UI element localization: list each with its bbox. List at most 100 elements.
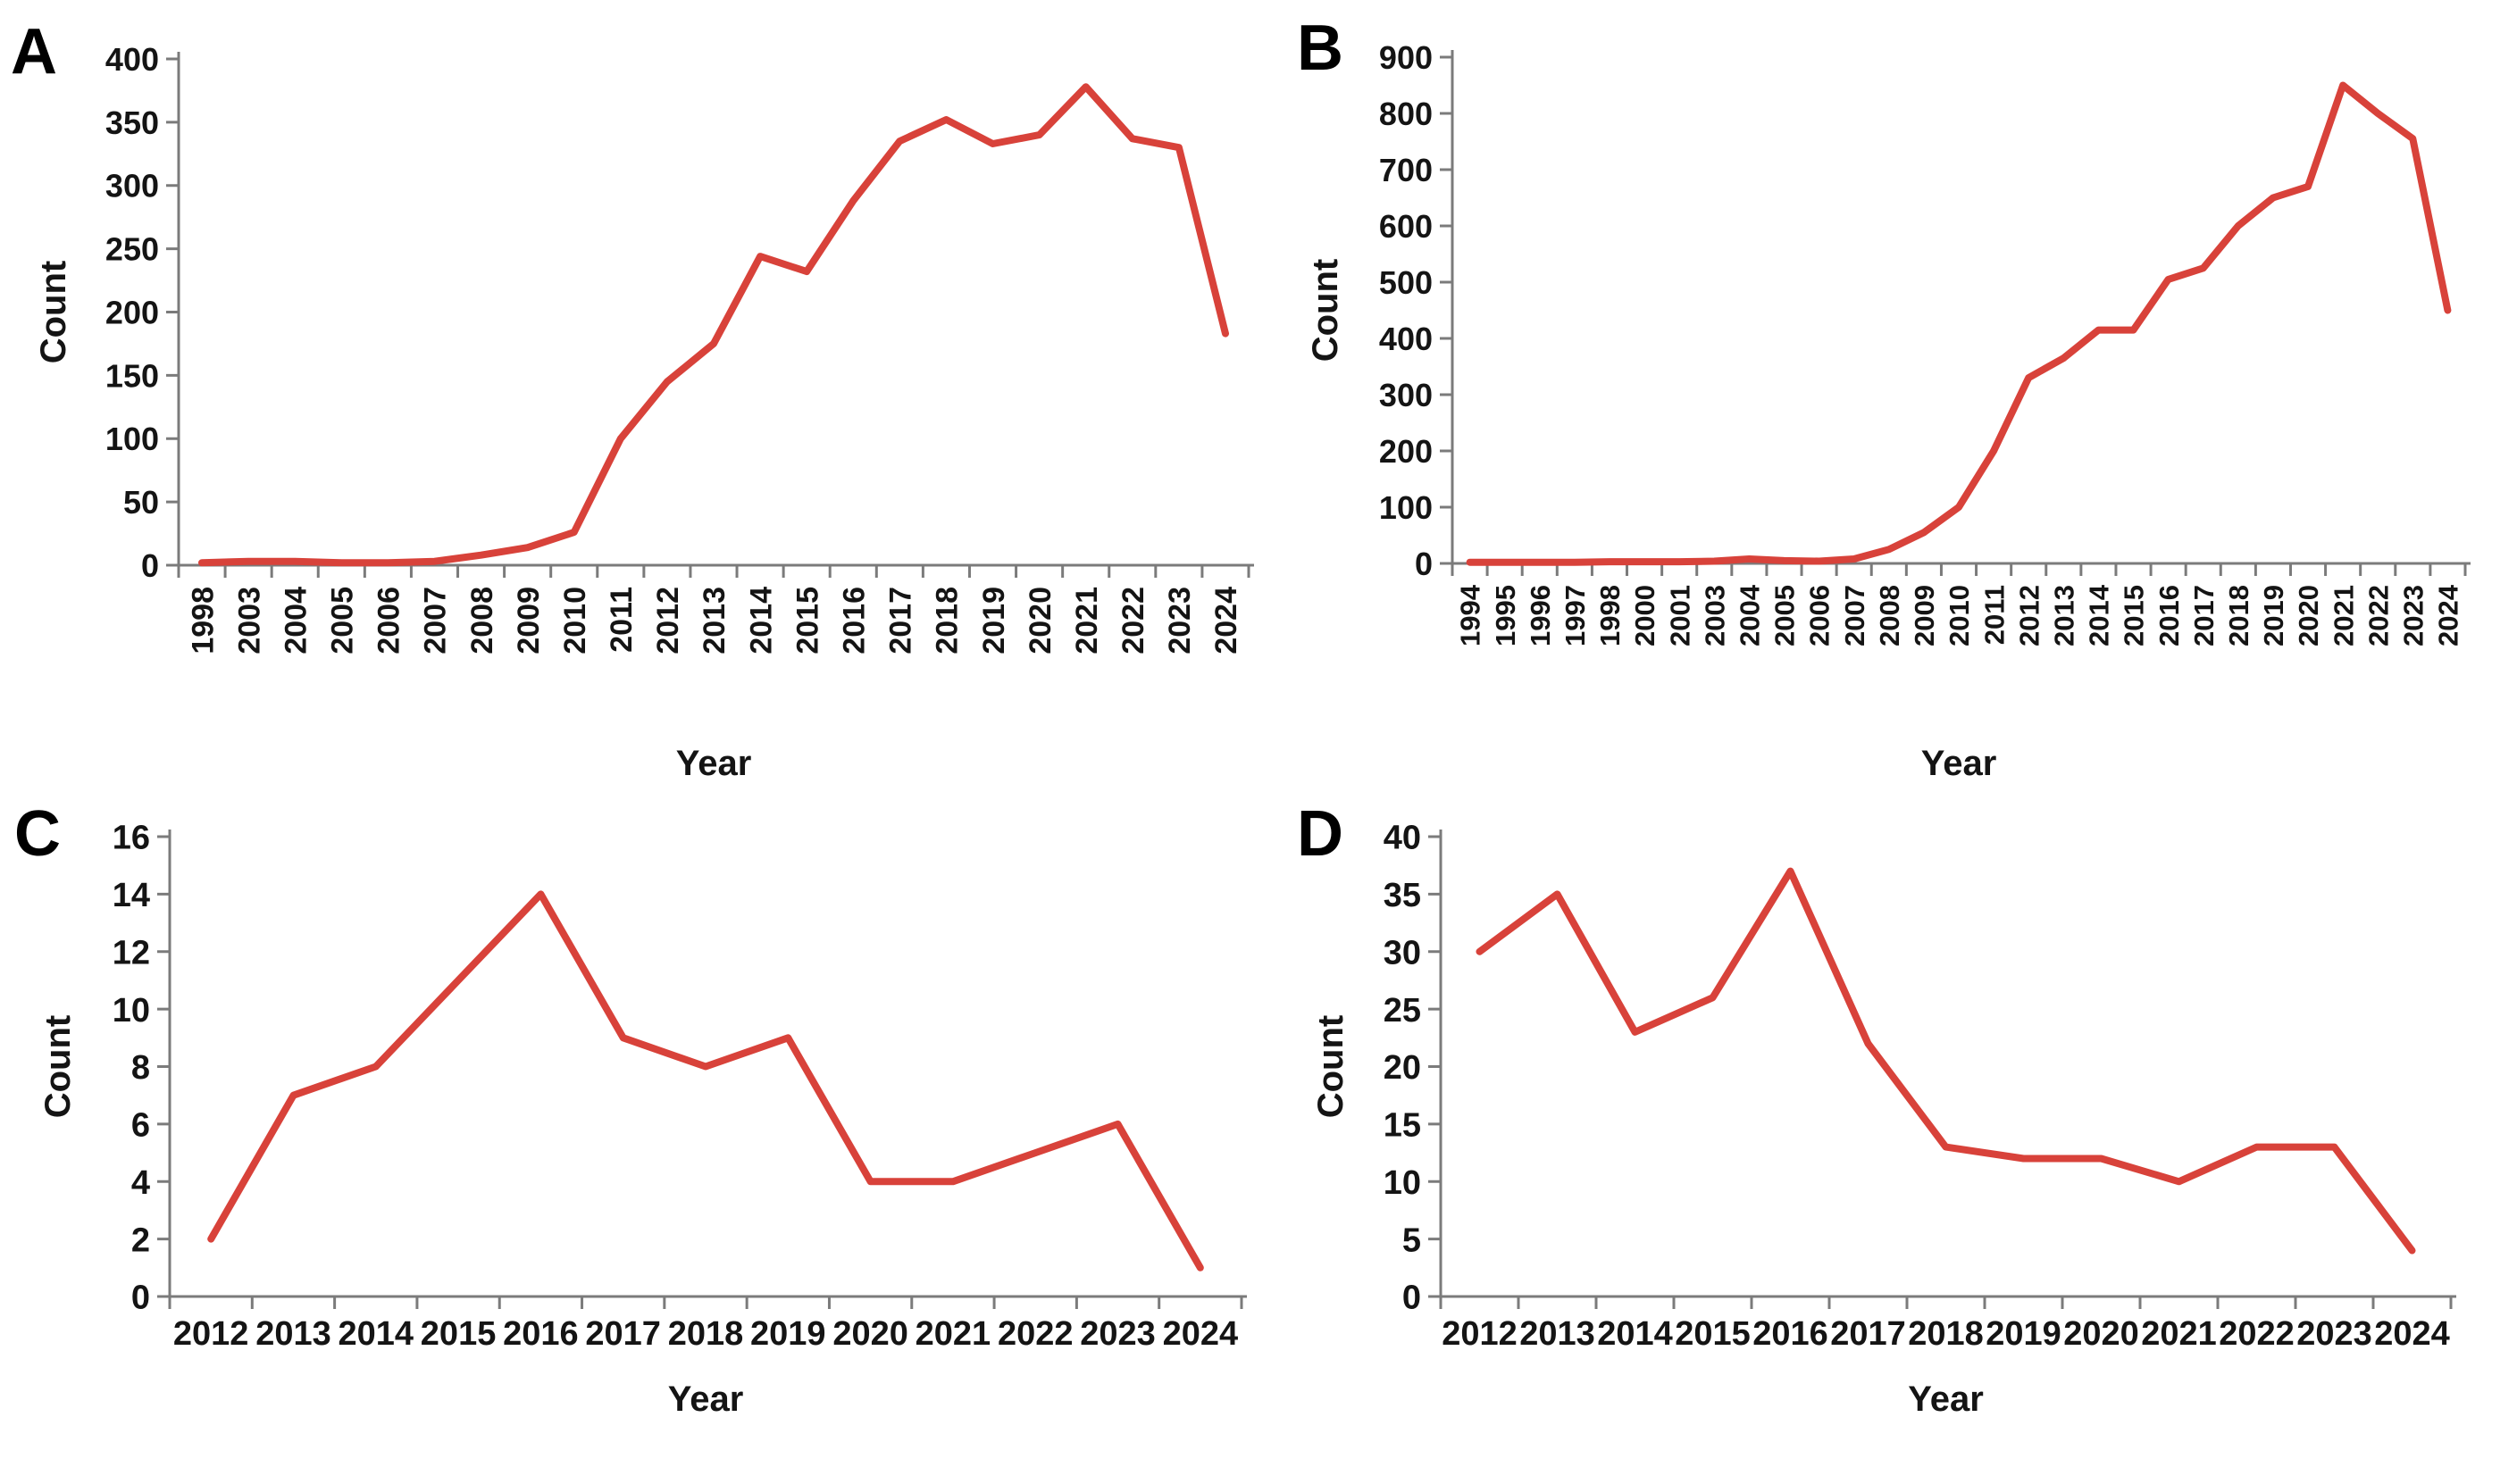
x-tick-label: 2006	[1804, 585, 1835, 646]
y-tick-label: 6	[131, 1107, 150, 1145]
x-tick-label: 2014	[744, 587, 778, 654]
x-tick-label: 2023	[1080, 1315, 1156, 1353]
x-tick-label: 2019	[977, 587, 1011, 654]
y-tick-label: 0	[1402, 1280, 1421, 1317]
x-tick-label: 2007	[419, 587, 453, 654]
x-tick-label: 1997	[1560, 585, 1591, 646]
x-tick-label: 2014	[2084, 584, 2115, 646]
x-tick-label: 2023	[2296, 1315, 2372, 1353]
x-tick-label: 2011	[605, 587, 639, 653]
x-tick-label: 2024	[2433, 584, 2464, 646]
x-tick-label: 2000	[1629, 585, 1660, 646]
x-tick-label: 2010	[1944, 585, 1975, 646]
x-tick-label: 1998	[1594, 585, 1626, 646]
x-tick-label: 1994	[1455, 584, 1486, 646]
x-tick-label: 1998	[186, 587, 220, 654]
x-tick-label: 2012	[173, 1315, 249, 1353]
y-tick-label: 20	[1384, 1049, 1421, 1087]
y-tick-label: 100	[1379, 489, 1433, 526]
y-tick-label: 14	[113, 877, 150, 914]
x-axis-title: Year	[668, 1380, 744, 1419]
x-tick-label: 2017	[884, 587, 918, 654]
x-tick-label: 2016	[838, 587, 872, 654]
x-tick-label: 2010	[558, 587, 592, 654]
y-tick-label: 100	[105, 421, 159, 457]
series-line	[1476, 867, 2416, 1255]
y-tick-label: 250	[105, 231, 159, 268]
y-tick-label: 0	[1415, 546, 1433, 582]
y-tick-label: 15	[1384, 1107, 1421, 1145]
x-tick-label: 2003	[1699, 585, 1730, 646]
panel-letter-b: B	[1297, 13, 1343, 84]
x-tick-label: 2017	[585, 1315, 661, 1353]
y-tick-label: 12	[113, 934, 150, 971]
x-tick-label: 2020	[2063, 1315, 2139, 1353]
x-tick-label: 2018	[2223, 585, 2254, 646]
x-tick-label: 2024	[1209, 587, 1243, 654]
y-tick-label: 10	[1384, 1164, 1421, 1202]
panel-letter-a: A	[11, 16, 57, 88]
series-line	[1466, 81, 2452, 566]
x-tick-label: 2020	[832, 1315, 908, 1353]
y-tick-label: 35	[1384, 877, 1421, 914]
y-tick-label: 0	[131, 1280, 150, 1317]
x-tick-label: 2003	[232, 587, 266, 654]
y-tick-label: 8	[131, 1049, 150, 1087]
x-tick-label: 2018	[1908, 1315, 1984, 1353]
x-tick-label: 2016	[503, 1315, 579, 1353]
x-tick-label: 2017	[1830, 1315, 1906, 1353]
y-tick-label: 50	[123, 484, 159, 521]
x-tick-label: 2015	[790, 587, 824, 654]
x-tick-label: 2021	[1070, 587, 1104, 654]
x-axis-title: Year	[676, 744, 752, 783]
y-tick-label: 25	[1384, 992, 1421, 1030]
y-tick-label: 16	[113, 820, 150, 857]
x-tick-label: 2009	[1909, 585, 1940, 646]
x-tick-label: 2015	[2119, 585, 2150, 646]
x-tick-label: 2015	[1675, 1315, 1751, 1353]
x-tick-label: 2008	[465, 587, 499, 654]
y-tick-label: 400	[105, 41, 159, 78]
chart-panel-d: 0 5 10 15 20 25 30 35 40 2012 2013 2014 2015 2016 2017…	[1311, 820, 2456, 1419]
x-tick-label: 2022	[1116, 587, 1150, 654]
x-tick-label: 2004	[279, 587, 313, 654]
y-tick-label: 400	[1379, 321, 1433, 357]
x-tick-label: 2005	[326, 587, 360, 654]
x-tick-label: 2023	[2398, 585, 2429, 646]
x-tick-label: 2021	[2141, 1315, 2217, 1353]
x-tick-label: 2018	[931, 587, 965, 654]
x-tick-label: 2013	[2048, 585, 2079, 646]
y-tick-label: 5	[1402, 1221, 1421, 1259]
y-tick-label: 200	[105, 294, 159, 330]
panel-letter-d: D	[1297, 798, 1343, 870]
x-tick-label: 2013	[1519, 1315, 1595, 1353]
x-axis-title: Year	[1908, 1380, 1984, 1419]
series-line	[207, 890, 1204, 1271]
y-axis-title: Count	[1311, 1015, 1350, 1119]
x-tick-label: 2021	[916, 1315, 991, 1353]
y-tick-label: 800	[1379, 96, 1433, 132]
x-tick-label: 2008	[1874, 585, 1905, 646]
y-tick-label: 30	[1384, 934, 1421, 971]
y-tick-label: 2	[131, 1221, 150, 1259]
x-tick-label: 1995	[1490, 585, 1521, 646]
x-tick-label: 2004	[1735, 584, 1766, 646]
y-tick-label: 0	[141, 547, 159, 584]
series-line	[198, 83, 1229, 567]
x-tick-label: 2022	[998, 1315, 1074, 1353]
chart-panel-a: 0 50 100 150 200 250 300 350 400 1998 2003 2004 2005…	[34, 41, 1254, 783]
y-tick-label: 150	[105, 357, 159, 394]
y-tick-label: 10	[113, 992, 150, 1030]
x-tick-label: 2016	[1752, 1315, 1828, 1353]
y-tick-label: 350	[105, 104, 159, 141]
x-tick-label: 2011	[1978, 585, 2010, 645]
y-tick-label: 200	[1379, 433, 1433, 470]
x-tick-label: 2024	[2374, 1315, 2450, 1353]
x-tick-label: 2009	[512, 587, 546, 654]
x-tick-label: 2020	[2293, 585, 2324, 646]
x-tick-label: 2022	[2362, 585, 2394, 646]
x-tick-label: 2022	[2219, 1315, 2295, 1353]
panel-letter-c: C	[14, 798, 61, 870]
x-tick-label: 2017	[2188, 585, 2220, 646]
